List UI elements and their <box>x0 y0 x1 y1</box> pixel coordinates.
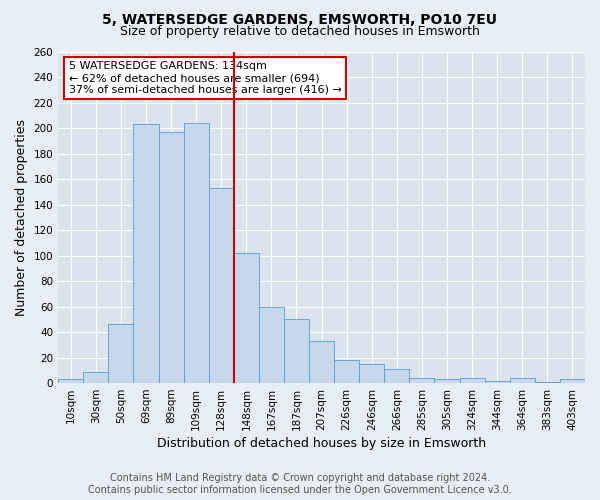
Text: Contains HM Land Registry data © Crown copyright and database right 2024.
Contai: Contains HM Land Registry data © Crown c… <box>88 474 512 495</box>
Bar <box>133 124 158 383</box>
Text: Size of property relative to detached houses in Emsworth: Size of property relative to detached ho… <box>120 25 480 38</box>
Bar <box>385 369 409 383</box>
Bar <box>460 378 485 383</box>
Bar <box>234 253 259 383</box>
Bar <box>158 132 184 383</box>
Bar <box>259 306 284 383</box>
Bar <box>109 324 133 383</box>
Text: 5 WATERSEDGE GARDENS: 134sqm
← 62% of detached houses are smaller (694)
37% of s: 5 WATERSEDGE GARDENS: 134sqm ← 62% of de… <box>69 62 341 94</box>
Bar <box>284 320 309 383</box>
Bar <box>359 364 385 383</box>
Bar <box>409 378 434 383</box>
Bar <box>535 382 560 383</box>
Bar <box>58 379 83 383</box>
Bar <box>309 341 334 383</box>
Bar <box>560 379 585 383</box>
X-axis label: Distribution of detached houses by size in Emsworth: Distribution of detached houses by size … <box>157 437 486 450</box>
Bar <box>334 360 359 383</box>
Bar <box>485 380 510 383</box>
Y-axis label: Number of detached properties: Number of detached properties <box>15 119 28 316</box>
Bar <box>510 378 535 383</box>
Bar <box>184 123 209 383</box>
Bar <box>83 372 109 383</box>
Bar <box>434 379 460 383</box>
Text: 5, WATERSEDGE GARDENS, EMSWORTH, PO10 7EU: 5, WATERSEDGE GARDENS, EMSWORTH, PO10 7E… <box>103 12 497 26</box>
Bar <box>209 188 234 383</box>
